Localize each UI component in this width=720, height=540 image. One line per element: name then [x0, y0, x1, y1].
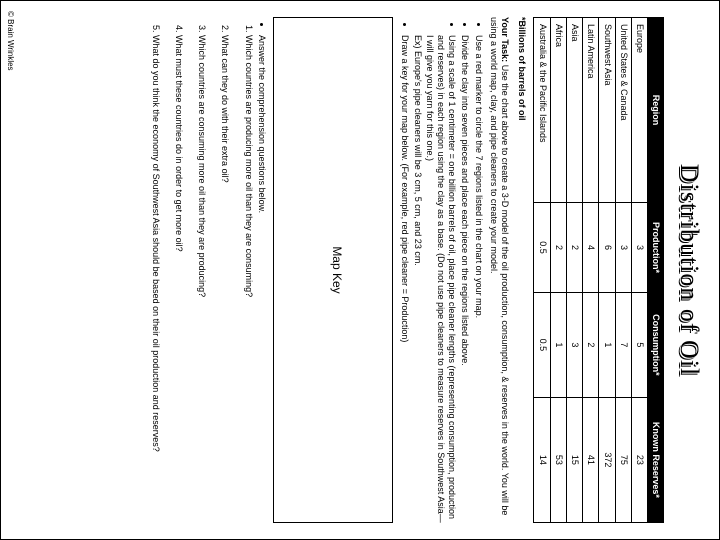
cell: 0.5 — [534, 293, 550, 398]
cell: 75 — [615, 397, 631, 522]
cell: 0.5 — [534, 203, 550, 293]
cell: 372 — [599, 397, 615, 522]
oil-table: Region Production* Consumption* Known Re… — [534, 17, 665, 523]
cell: Southwest Asia — [599, 18, 615, 203]
cell: 41 — [583, 397, 599, 522]
cell: 4 — [583, 203, 599, 293]
question: What do you think the economy of Southwe… — [150, 35, 161, 523]
table-row: Australia & the Pacific Islands 0.5 0.5 … — [534, 18, 550, 523]
table-row: Asia 2 3 15 — [567, 18, 583, 523]
col-production: Production* — [648, 203, 664, 293]
col-consumption: Consumption* — [648, 293, 664, 398]
copyright: © Brain Wrinkles — [5, 11, 15, 71]
cell: 3 — [615, 203, 631, 293]
cell: 2 — [550, 203, 566, 293]
answer-instruction: Answer the comprehension questions below… — [256, 35, 267, 523]
question: What must these countries do in order to… — [173, 35, 184, 523]
cell: 3 — [567, 293, 583, 398]
question: Which countries are consuming more oil t… — [196, 35, 207, 523]
cell: 6 — [599, 203, 615, 293]
col-region: Region — [648, 18, 664, 203]
table-row: Africa 2 1 53 — [550, 18, 566, 523]
cell: Australia & the Pacific Islands — [534, 18, 550, 203]
cell: Africa — [550, 18, 566, 203]
map-key-label: Map Key — [330, 246, 344, 293]
cell: 3 — [632, 203, 648, 293]
cell: 1 — [550, 293, 566, 398]
question: What can they do with their extra oil? — [219, 35, 230, 523]
task-text: Use the chart above to create a 3-D mode… — [489, 17, 510, 515]
cell: 15 — [567, 397, 583, 522]
map-key-box: Map Key — [273, 17, 393, 523]
cell: 1 — [599, 293, 615, 398]
cell: 14 — [534, 397, 550, 522]
answer-instruction-list: Answer the comprehension questions below… — [256, 35, 267, 523]
cell: 5 — [632, 293, 648, 398]
cell: United States & Canada — [615, 18, 631, 203]
table-row: United States & Canada 3 7 75 — [615, 18, 631, 523]
bullet: Draw a key for your map below. (For exam… — [399, 35, 410, 523]
bullet: Use a red marker to circle the 7 regions… — [473, 35, 484, 523]
bullet: Divide the clay into seven pieces and pl… — [459, 35, 470, 523]
cell: Latin America — [583, 18, 599, 203]
table-row: Southwest Asia 6 1 372 — [599, 18, 615, 523]
table-row: Latin America 4 2 41 — [583, 18, 599, 523]
cell: 2 — [583, 293, 599, 398]
task-bullets: Use a red marker to circle the 7 regions… — [399, 35, 484, 523]
task-paragraph: Your Task: Use the chart above to create… — [488, 17, 511, 523]
footnote: *Billions of barrels of oil — [516, 17, 527, 523]
cell: 2 — [567, 203, 583, 293]
task-label: Your Task: — [500, 17, 510, 62]
cell: 23 — [632, 397, 648, 522]
cell: Europe — [632, 18, 648, 203]
cell: 7 — [615, 293, 631, 398]
cell: 53 — [550, 397, 566, 522]
page-title: Distribution of Oil — [673, 17, 706, 523]
comprehension-questions: Which countries are producing more oil t… — [150, 35, 254, 523]
cell: Asia — [567, 18, 583, 203]
bullet: Using a scale of 1 centimeter = one bill… — [412, 35, 457, 523]
table-row: Europe 3 5 23 — [632, 18, 648, 523]
col-reserves: Known Reserves* — [648, 397, 664, 522]
question: Which countries are producing more oil t… — [243, 35, 254, 523]
